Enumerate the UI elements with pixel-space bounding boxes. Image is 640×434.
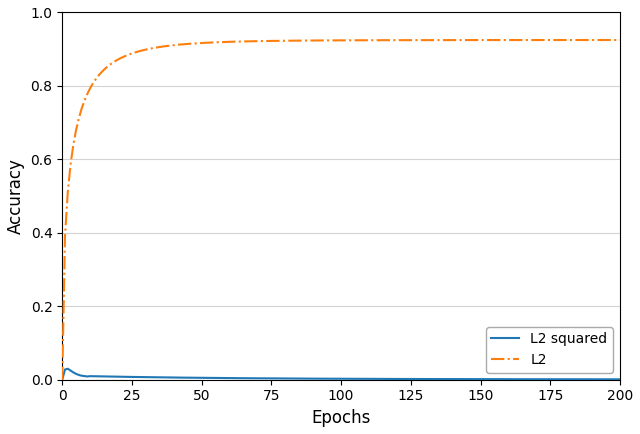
L2 squared — [296, 376, 303, 381]
L2 — [61, 233, 69, 239]
L2 squared — [58, 377, 66, 382]
L2 squared — [572, 377, 579, 382]
L2 — [262, 38, 269, 43]
L2 — [360, 38, 367, 43]
L2 — [58, 377, 66, 382]
L2 — [616, 37, 624, 43]
Legend: L2 squared, L2: L2 squared, L2 — [486, 327, 613, 373]
L2 — [292, 38, 300, 43]
Line: L2: L2 — [62, 40, 620, 380]
L2 — [109, 60, 116, 66]
L2 squared — [61, 367, 69, 372]
L2 squared — [64, 366, 72, 372]
L2 squared — [616, 377, 624, 382]
Line: L2 squared: L2 squared — [62, 369, 620, 380]
L2 squared — [265, 376, 273, 381]
X-axis label: Epochs: Epochs — [312, 409, 371, 427]
L2 squared — [111, 374, 119, 379]
L2 squared — [362, 376, 370, 381]
Y-axis label: Accuracy: Accuracy — [7, 158, 25, 234]
L2 — [569, 37, 577, 43]
